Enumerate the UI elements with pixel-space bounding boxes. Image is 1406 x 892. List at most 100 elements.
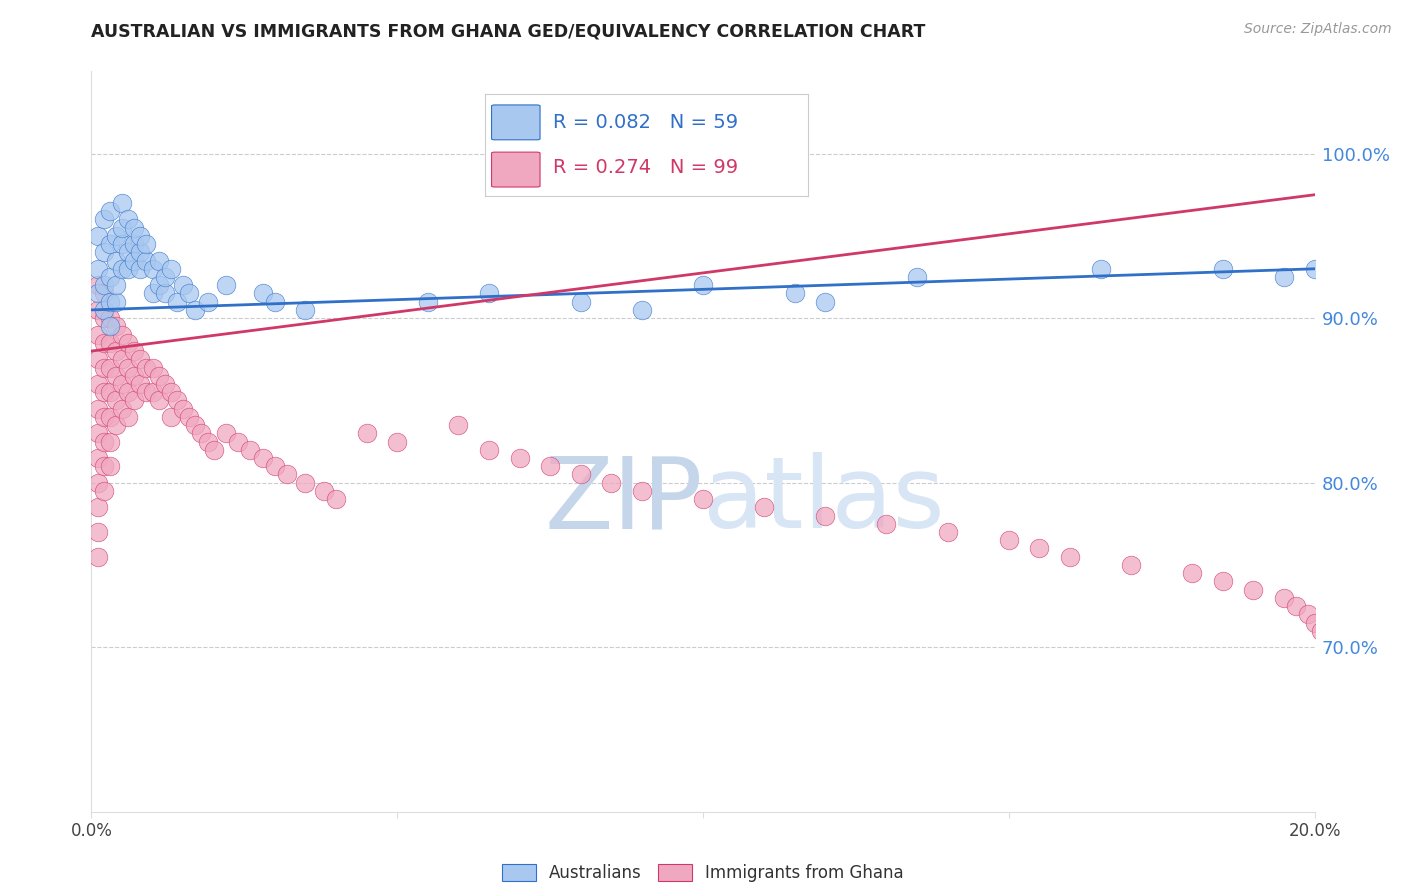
Point — [1028, 541, 1050, 556]
Point — [1322, 113, 1344, 128]
Point — [93, 212, 115, 227]
Point — [631, 483, 654, 498]
Point — [1181, 566, 1204, 581]
Point — [160, 385, 183, 400]
Point — [86, 475, 108, 490]
Point — [478, 286, 501, 301]
Point — [215, 278, 238, 293]
Point — [153, 286, 176, 301]
Point — [166, 393, 188, 408]
Point — [98, 204, 121, 219]
Point — [814, 508, 837, 523]
Point — [104, 319, 127, 334]
Point — [93, 385, 115, 400]
Point — [148, 368, 170, 383]
Point — [93, 335, 115, 350]
Point — [98, 311, 121, 326]
Point — [153, 270, 176, 285]
Point — [783, 286, 806, 301]
Point — [86, 524, 108, 539]
Point — [117, 261, 139, 276]
Point — [538, 459, 561, 474]
Point — [86, 278, 108, 293]
Point — [104, 253, 127, 268]
Point — [117, 409, 139, 424]
Point — [117, 360, 139, 375]
Point — [111, 327, 134, 342]
Point — [239, 442, 262, 457]
Point — [509, 450, 531, 465]
Point — [1272, 270, 1295, 285]
Point — [86, 549, 108, 564]
Point — [117, 385, 139, 400]
Text: AUSTRALIAN VS IMMIGRANTS FROM GHANA GED/EQUIVALENCY CORRELATION CHART: AUSTRALIAN VS IMMIGRANTS FROM GHANA GED/… — [91, 22, 925, 40]
FancyBboxPatch shape — [492, 105, 540, 140]
Point — [98, 319, 121, 334]
Point — [86, 327, 108, 342]
Point — [86, 302, 108, 317]
Point — [148, 278, 170, 293]
Point — [129, 261, 152, 276]
Point — [98, 385, 121, 400]
Point — [93, 278, 115, 293]
Point — [141, 385, 163, 400]
Point — [998, 533, 1021, 548]
Point — [294, 302, 316, 317]
Point — [86, 352, 108, 367]
Point — [111, 261, 134, 276]
Point — [179, 286, 201, 301]
Point — [447, 418, 470, 433]
Text: Source: ZipAtlas.com: Source: ZipAtlas.com — [1244, 22, 1392, 37]
Point — [631, 302, 654, 317]
Legend: Australians, Immigrants from Ghana: Australians, Immigrants from Ghana — [496, 857, 910, 888]
Point — [160, 261, 183, 276]
Point — [184, 418, 207, 433]
Point — [98, 294, 121, 309]
Point — [160, 409, 183, 424]
Point — [1059, 549, 1081, 564]
Point — [416, 294, 439, 309]
Point — [356, 426, 378, 441]
Point — [86, 228, 108, 243]
Point — [754, 500, 776, 515]
Point — [936, 524, 959, 539]
Point — [111, 196, 134, 211]
Point — [98, 335, 121, 350]
Point — [1303, 261, 1326, 276]
Point — [264, 294, 287, 309]
Point — [148, 393, 170, 408]
Point — [122, 368, 145, 383]
Point — [478, 442, 501, 457]
Point — [117, 245, 139, 260]
Point — [1121, 558, 1143, 572]
Point — [215, 426, 238, 441]
Point — [93, 245, 115, 260]
Point — [117, 335, 139, 350]
Point — [197, 294, 219, 309]
Point — [135, 385, 157, 400]
Point — [226, 434, 249, 449]
Point — [86, 401, 108, 416]
Point — [135, 237, 157, 252]
Point — [98, 360, 121, 375]
Point — [93, 459, 115, 474]
Point — [325, 492, 347, 507]
Point — [141, 261, 163, 276]
Point — [122, 393, 145, 408]
Point — [1303, 615, 1326, 630]
Point — [294, 475, 316, 490]
Point — [122, 237, 145, 252]
Point — [117, 212, 139, 227]
Point — [1309, 624, 1331, 638]
Point — [122, 253, 145, 268]
Point — [111, 220, 134, 235]
Point — [276, 467, 298, 482]
Point — [98, 270, 121, 285]
Point — [252, 450, 274, 465]
Point — [104, 393, 127, 408]
Point — [692, 278, 714, 293]
Point — [1316, 632, 1339, 646]
Point — [312, 483, 335, 498]
Point — [569, 294, 592, 309]
Point — [264, 459, 287, 474]
